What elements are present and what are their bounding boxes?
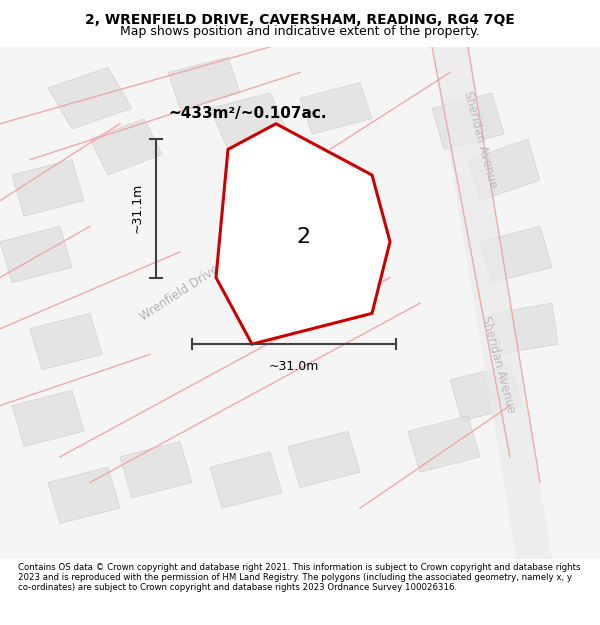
- Polygon shape: [252, 175, 324, 242]
- Polygon shape: [210, 93, 288, 149]
- Polygon shape: [432, 47, 552, 559]
- Text: Map shows position and indicative extent of the property.: Map shows position and indicative extent…: [120, 24, 480, 38]
- Text: 2: 2: [296, 227, 311, 247]
- Polygon shape: [90, 119, 162, 175]
- Text: 2, WRENFIELD DRIVE, CAVERSHAM, READING, RG4 7QE: 2, WRENFIELD DRIVE, CAVERSHAM, READING, …: [85, 13, 515, 27]
- Polygon shape: [48, 68, 132, 129]
- Polygon shape: [468, 139, 540, 201]
- Polygon shape: [168, 57, 240, 108]
- Text: ~31.1m: ~31.1m: [131, 183, 144, 233]
- Polygon shape: [48, 467, 120, 524]
- Text: ~31.0m: ~31.0m: [269, 359, 319, 372]
- Polygon shape: [432, 93, 504, 149]
- Polygon shape: [408, 416, 480, 472]
- Polygon shape: [216, 124, 390, 344]
- Polygon shape: [30, 313, 102, 370]
- Polygon shape: [210, 452, 282, 508]
- Polygon shape: [450, 364, 522, 421]
- Polygon shape: [0, 226, 72, 282]
- Text: Sheridan Avenue: Sheridan Avenue: [461, 89, 499, 189]
- Polygon shape: [12, 390, 84, 447]
- Polygon shape: [288, 431, 360, 488]
- Polygon shape: [492, 303, 558, 354]
- Polygon shape: [120, 441, 192, 498]
- Text: Contains OS data © Crown copyright and database right 2021. This information is : Contains OS data © Crown copyright and d…: [18, 562, 581, 592]
- Polygon shape: [480, 226, 552, 282]
- Text: Wrenfield Drive: Wrenfield Drive: [138, 262, 222, 323]
- Polygon shape: [300, 82, 372, 134]
- Text: Sheridan Avenue: Sheridan Avenue: [479, 314, 517, 415]
- Polygon shape: [12, 159, 84, 216]
- Text: ~433m²/~0.107ac.: ~433m²/~0.107ac.: [168, 106, 326, 121]
- Polygon shape: [324, 196, 384, 257]
